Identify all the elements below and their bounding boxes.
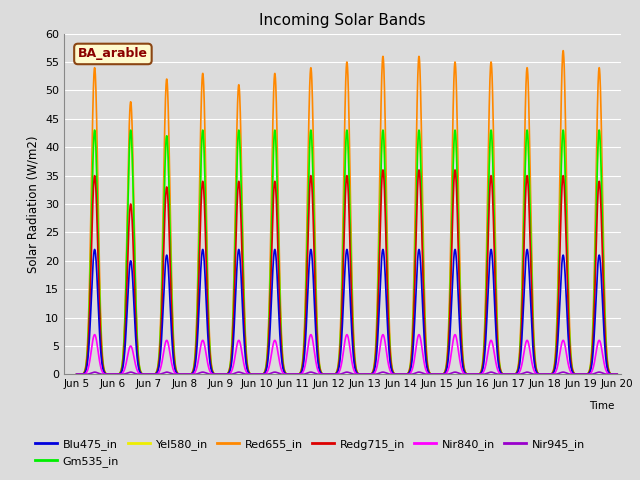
Text: BA_arable: BA_arable [78, 48, 148, 60]
Legend: Blu475_in, Gm535_in, Yel580_in, Red655_in, Redg715_in, Nir840_in, Nir945_in: Blu475_in, Gm535_in, Yel580_in, Red655_i… [31, 435, 589, 471]
Text: Time: Time [589, 401, 614, 411]
Title: Incoming Solar Bands: Incoming Solar Bands [259, 13, 426, 28]
Y-axis label: Solar Radiation (W/m2): Solar Radiation (W/m2) [26, 135, 40, 273]
